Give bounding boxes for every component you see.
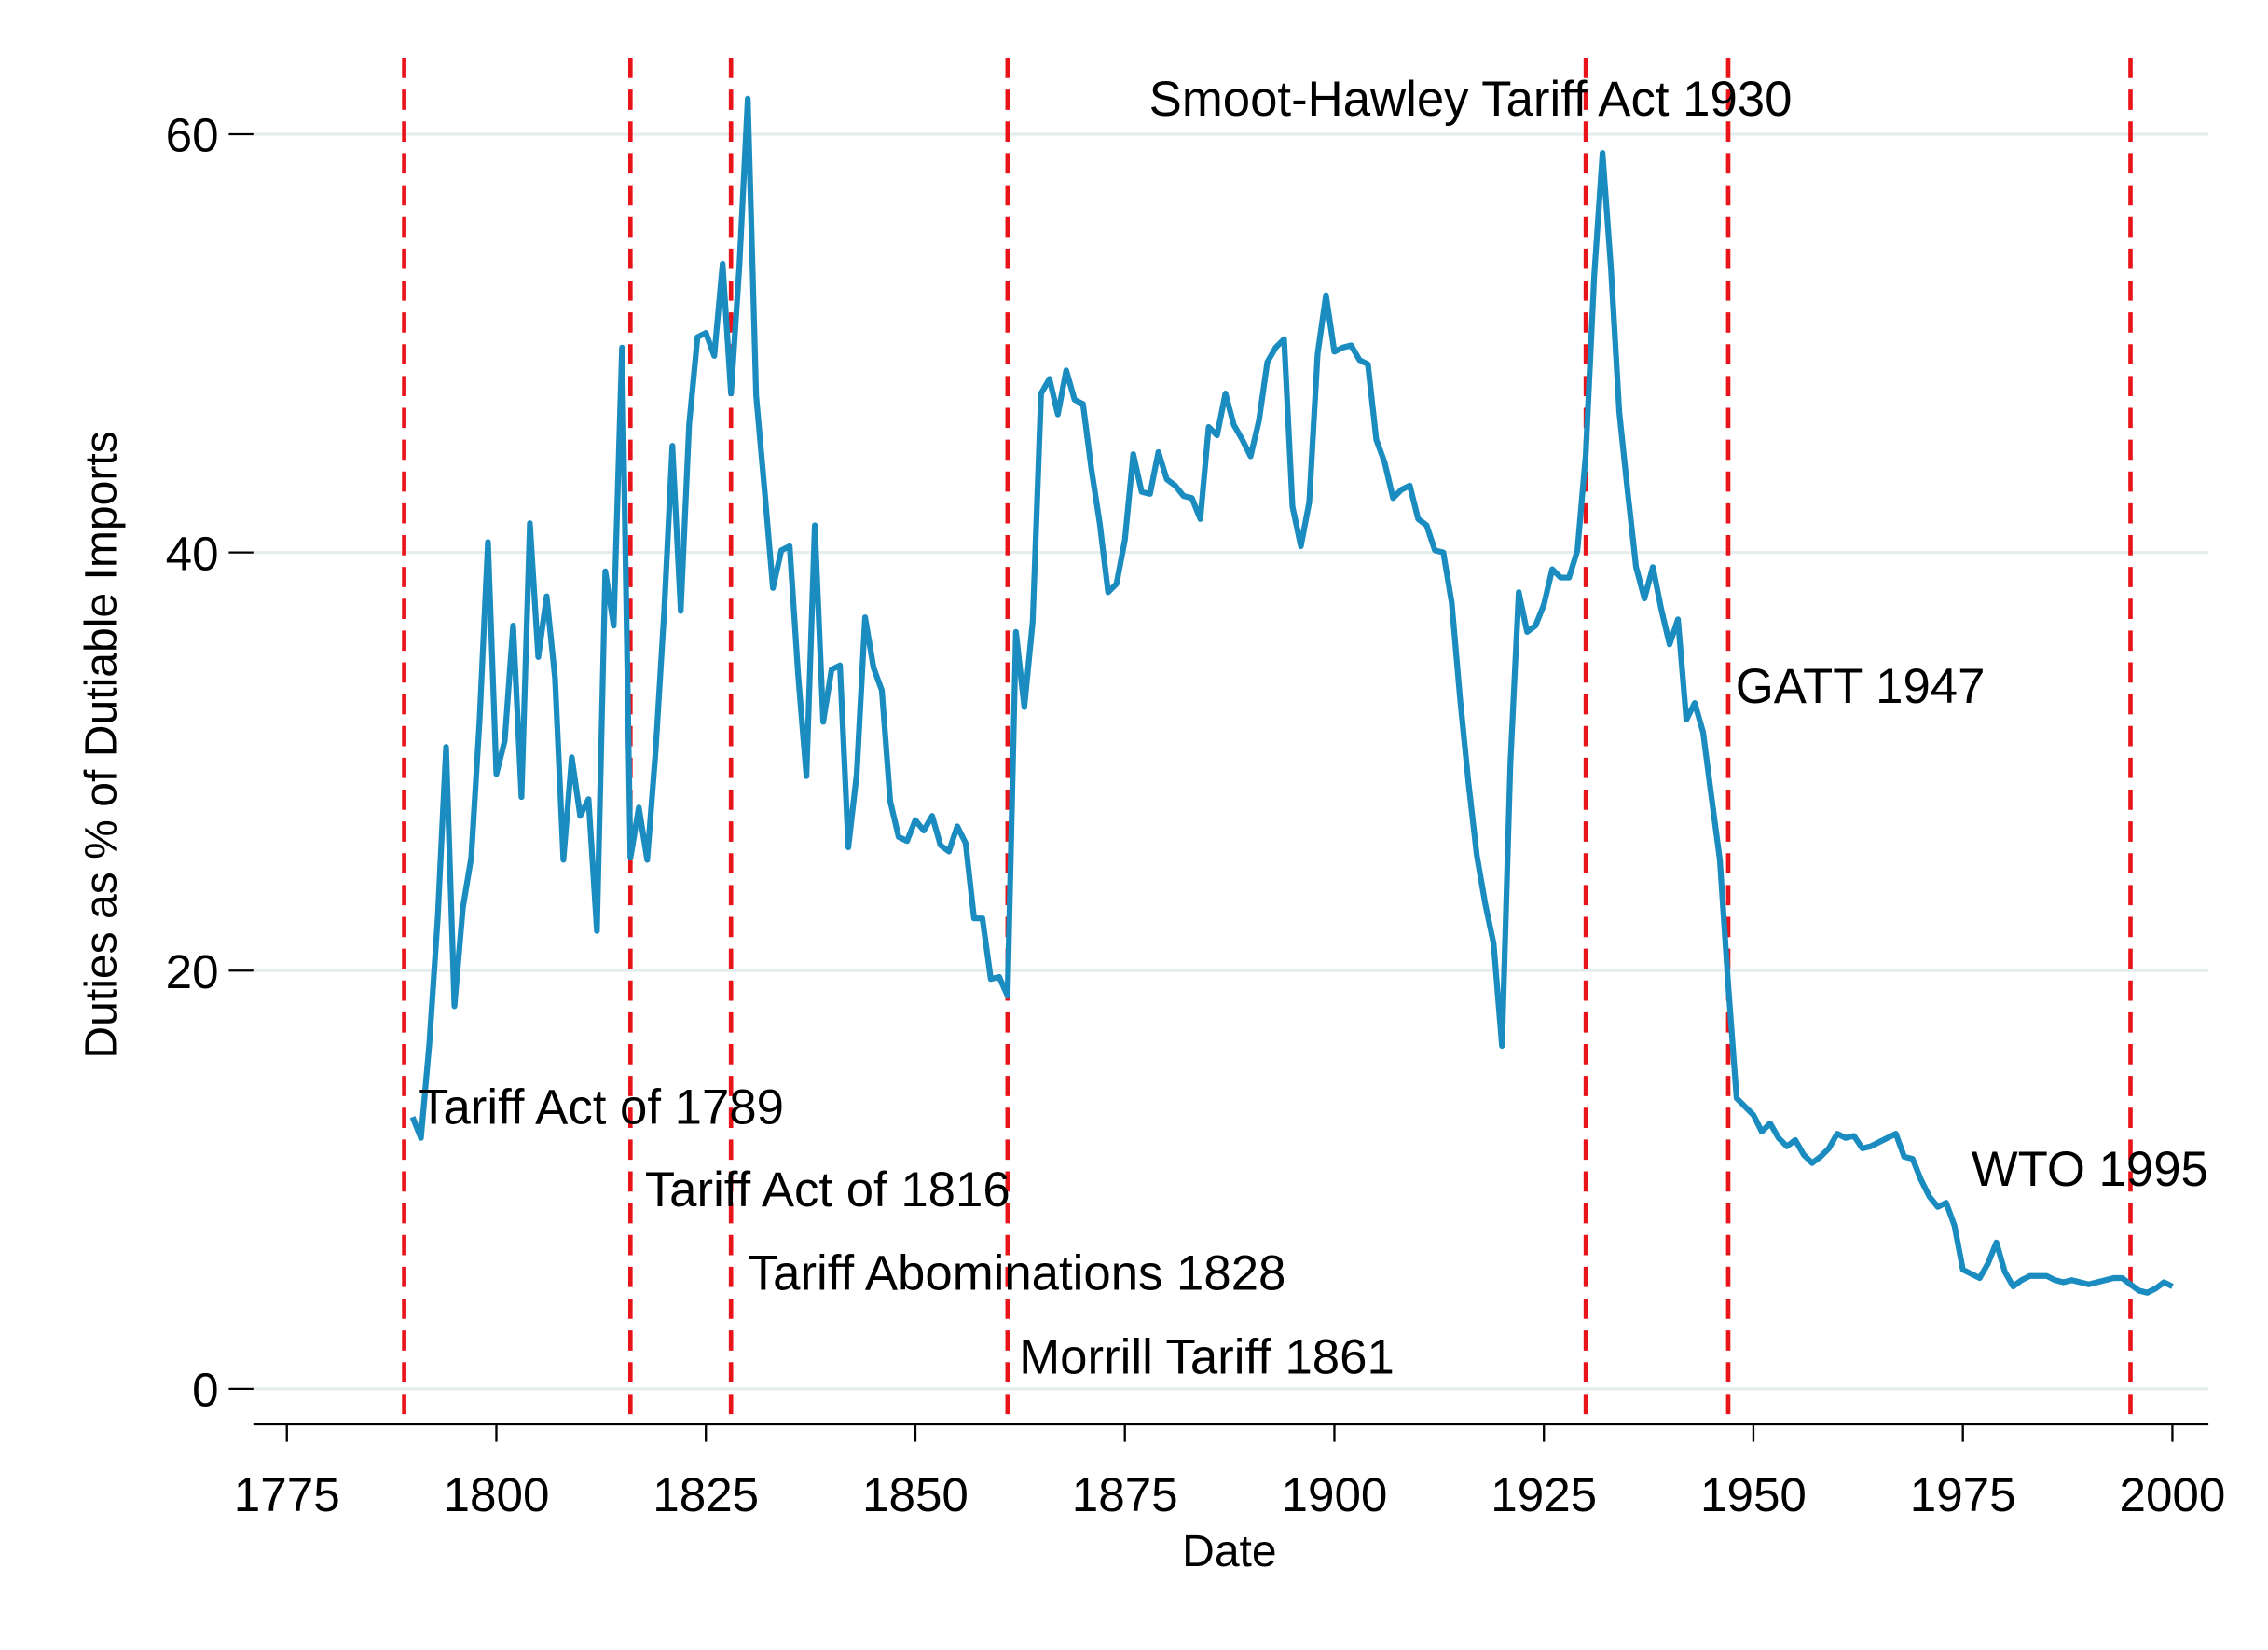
annotation: Tariff Act of 1789 [419, 1079, 784, 1134]
x-tick-label: 1850 [862, 1468, 969, 1521]
x-tick-label: 1825 [653, 1468, 759, 1521]
x-tick-label: 2000 [2120, 1468, 2226, 1521]
x-tick-label: 1975 [1910, 1468, 2016, 1521]
x-tick-label: 1900 [1282, 1468, 1388, 1521]
annotation: Smoot-Hawley Tariff Act 1930 [1149, 72, 1793, 127]
annotation: Tariff Act of 1816 [645, 1162, 1010, 1217]
x-tick-label: 1950 [1700, 1468, 1807, 1521]
y-axis-title: Duties as % of Dutiable Imports [76, 431, 126, 1058]
y-tick-label: 40 [166, 527, 219, 580]
annotation: WTO 1995 [1972, 1142, 2208, 1197]
x-tick-label: 1875 [1072, 1468, 1178, 1521]
y-tick-label: 20 [166, 945, 219, 998]
x-axis-title: Date [1182, 1526, 1277, 1576]
annotation: Tariff Abominations 1828 [749, 1246, 1286, 1301]
x-tick-label: 1800 [444, 1468, 550, 1521]
x-tick-label: 1775 [234, 1468, 340, 1521]
annotation: Morrill Tariff 1861 [1019, 1330, 1395, 1385]
data-line [409, 95, 2174, 1296]
y-tick-label: 0 [192, 1363, 218, 1416]
annotation: GATT 1947 [1736, 659, 1986, 714]
y-tick-label: 60 [166, 109, 219, 162]
x-tick-label: 1925 [1491, 1468, 1597, 1521]
